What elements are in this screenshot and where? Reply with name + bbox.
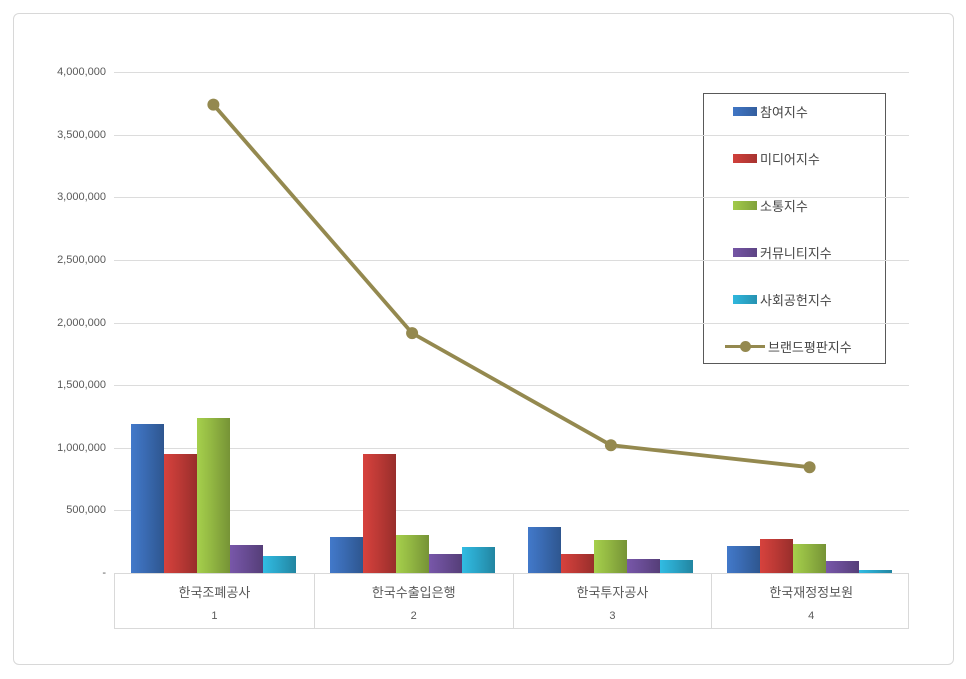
y-axis-tick-label: - [102,567,106,579]
brand-index-line [211,103,810,470]
y-gridline [114,510,909,512]
legend-entry-소통지수: 소통지수 [704,192,885,218]
bar-커뮤니티지수 [428,553,462,573]
category-label: 한국수출입은행 [371,585,456,600]
bar-참여지수 [727,546,761,573]
bar-참여지수 [130,424,164,573]
y-axis-tick-label: 1,000,000 [57,441,106,454]
bar-커뮤니티지수 [826,561,860,573]
line-marker [803,461,816,474]
category-cell-4: 한국재정정보원 4 [711,574,910,628]
category-cell-3: 한국투자공사 3 [512,574,712,628]
brand-index-line-layer [207,98,816,474]
y-axis-tick-label: 500,000 [66,504,106,517]
bar-커뮤니티지수 [627,558,661,573]
legend-swatch-icon [733,200,757,210]
y-axis-tick-label: 2,500,000 [57,253,106,266]
category-label: 한국재정정보원 [769,585,854,600]
bar-미디어지수 [362,454,396,573]
bar-미디어지수 [163,454,197,573]
y-gridline [114,134,909,136]
y-axis-tick-label: 1,500,000 [57,379,106,392]
legend-line-marker-icon [725,340,765,352]
bar-소통지수 [196,418,230,573]
category-rank: 4 [808,610,815,622]
legend-entry-사회공헌지수: 사회공헌지수 [704,286,885,312]
y-gridline [114,197,909,199]
legend-swatch-icon [733,106,757,116]
y-gridline [114,385,909,387]
category-label: 한국조폐공사 [178,585,251,600]
legend-swatch-icon [733,294,757,304]
bar-미디어지수 [760,538,794,573]
category-axis: 한국조폐공사 1 한국수출입은행 2 한국투자공사 3 한국재정정보원 4 [114,573,909,629]
bar-사회공헌지수 [660,559,694,573]
legend-swatch-icon [733,247,757,257]
line-marker [406,327,419,340]
legend-label: 미디어지수 [760,151,820,167]
legend-dot-icon [740,340,751,352]
category-rank: 2 [410,610,417,622]
line-marker [604,439,617,452]
y-axis-tick-label: 2,000,000 [57,316,106,329]
bar-사회공헌지수 [859,569,893,573]
legend-swatch-icon [733,153,757,163]
bar-커뮤니티지수 [229,545,263,573]
bar-사회공헌지수 [262,556,296,573]
bar-미디어지수 [561,554,595,573]
bar-사회공헌지수 [461,547,495,573]
legend-label: 브랜드평판지수 [768,339,852,355]
y-axis-tick-label: 3,500,000 [57,128,106,141]
line-marker [207,98,220,111]
y-gridline [114,259,909,261]
bar-소통지수 [793,544,827,573]
legend-entry-참여지수: 참여지수 [704,98,885,124]
bar-소통지수 [395,535,429,573]
y-gridline [114,447,909,449]
legend-entry-커뮤니티지수: 커뮤니티지수 [704,239,885,265]
legend-label: 커뮤니티지수 [760,245,832,261]
y-axis-tick-label: 4,000,000 [57,66,106,78]
category-rank: 1 [211,610,218,622]
y-axis-tick-label: 3,000,000 [57,191,106,204]
legend-label: 참여지수 [760,104,808,120]
legend-entry-미디어지수: 미디어지수 [704,145,885,171]
legend-entry-브랜드평판지수: 브랜드평판지수 [704,333,885,359]
y-gridline [114,322,909,324]
category-cell-1: 한국조폐공사 1 [115,574,314,628]
bar-참여지수 [528,527,562,573]
category-cell-2: 한국수출입은행 2 [313,574,513,628]
legend-label: 소통지수 [760,198,808,214]
category-label: 한국투자공사 [576,585,649,600]
bar-소통지수 [594,539,628,573]
category-rank: 3 [609,610,616,622]
legend-label: 사회공헌지수 [760,292,832,308]
bar-참여지수 [329,536,363,573]
y-gridline [114,72,909,73]
